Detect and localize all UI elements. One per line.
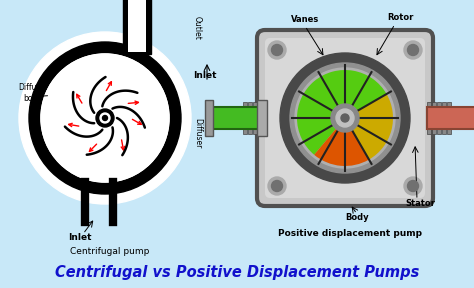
Circle shape: [41, 54, 169, 182]
Circle shape: [100, 113, 110, 123]
Text: Positive displacement pump: Positive displacement pump: [278, 230, 422, 238]
Text: Body: Body: [345, 213, 369, 223]
Circle shape: [404, 177, 422, 195]
Text: Centrifugal vs Positive Displacement Pumps: Centrifugal vs Positive Displacement Pum…: [55, 264, 419, 279]
Circle shape: [96, 109, 114, 127]
Circle shape: [29, 42, 181, 194]
Bar: [257, 100, 267, 136]
Circle shape: [272, 45, 283, 56]
Bar: [205, 100, 213, 136]
Text: Diffuser
body: Diffuser body: [18, 83, 48, 103]
Bar: [253, 102, 257, 134]
FancyBboxPatch shape: [257, 30, 433, 206]
Circle shape: [102, 115, 108, 120]
Wedge shape: [314, 118, 369, 166]
Text: Stator: Stator: [405, 198, 435, 207]
Wedge shape: [345, 94, 393, 160]
Bar: [243, 102, 247, 134]
Bar: [258, 102, 262, 134]
Text: Outlet: Outlet: [193, 16, 202, 40]
Bar: [248, 102, 252, 134]
Text: Vanes: Vanes: [291, 16, 319, 24]
Circle shape: [268, 41, 286, 59]
Wedge shape: [297, 70, 387, 155]
Circle shape: [404, 41, 422, 59]
Text: Inlet: Inlet: [193, 71, 217, 79]
Circle shape: [331, 104, 359, 132]
Text: Centrifugal pump: Centrifugal pump: [70, 247, 150, 257]
Circle shape: [280, 53, 410, 183]
Circle shape: [295, 68, 395, 168]
Circle shape: [272, 181, 283, 192]
Circle shape: [408, 45, 419, 56]
Bar: [210, 107, 265, 129]
Bar: [432, 102, 436, 134]
Bar: [263, 102, 267, 134]
Text: Inlet: Inlet: [68, 234, 92, 242]
Bar: [447, 102, 451, 134]
Circle shape: [19, 32, 191, 204]
Bar: [437, 102, 441, 134]
Circle shape: [408, 181, 419, 192]
Circle shape: [336, 109, 354, 127]
FancyBboxPatch shape: [265, 38, 425, 198]
Bar: [427, 102, 431, 134]
Circle shape: [268, 177, 286, 195]
Circle shape: [341, 114, 349, 122]
Text: Rotor: Rotor: [387, 14, 413, 22]
Circle shape: [290, 63, 400, 173]
Bar: [427, 107, 474, 129]
Text: Diffuser: Diffuser: [193, 118, 202, 148]
Bar: [442, 102, 446, 134]
Bar: [123, 0, 151, 54]
Bar: [128, 0, 146, 52]
Text: Shaft: Shaft: [102, 0, 124, 1]
Circle shape: [41, 54, 169, 182]
